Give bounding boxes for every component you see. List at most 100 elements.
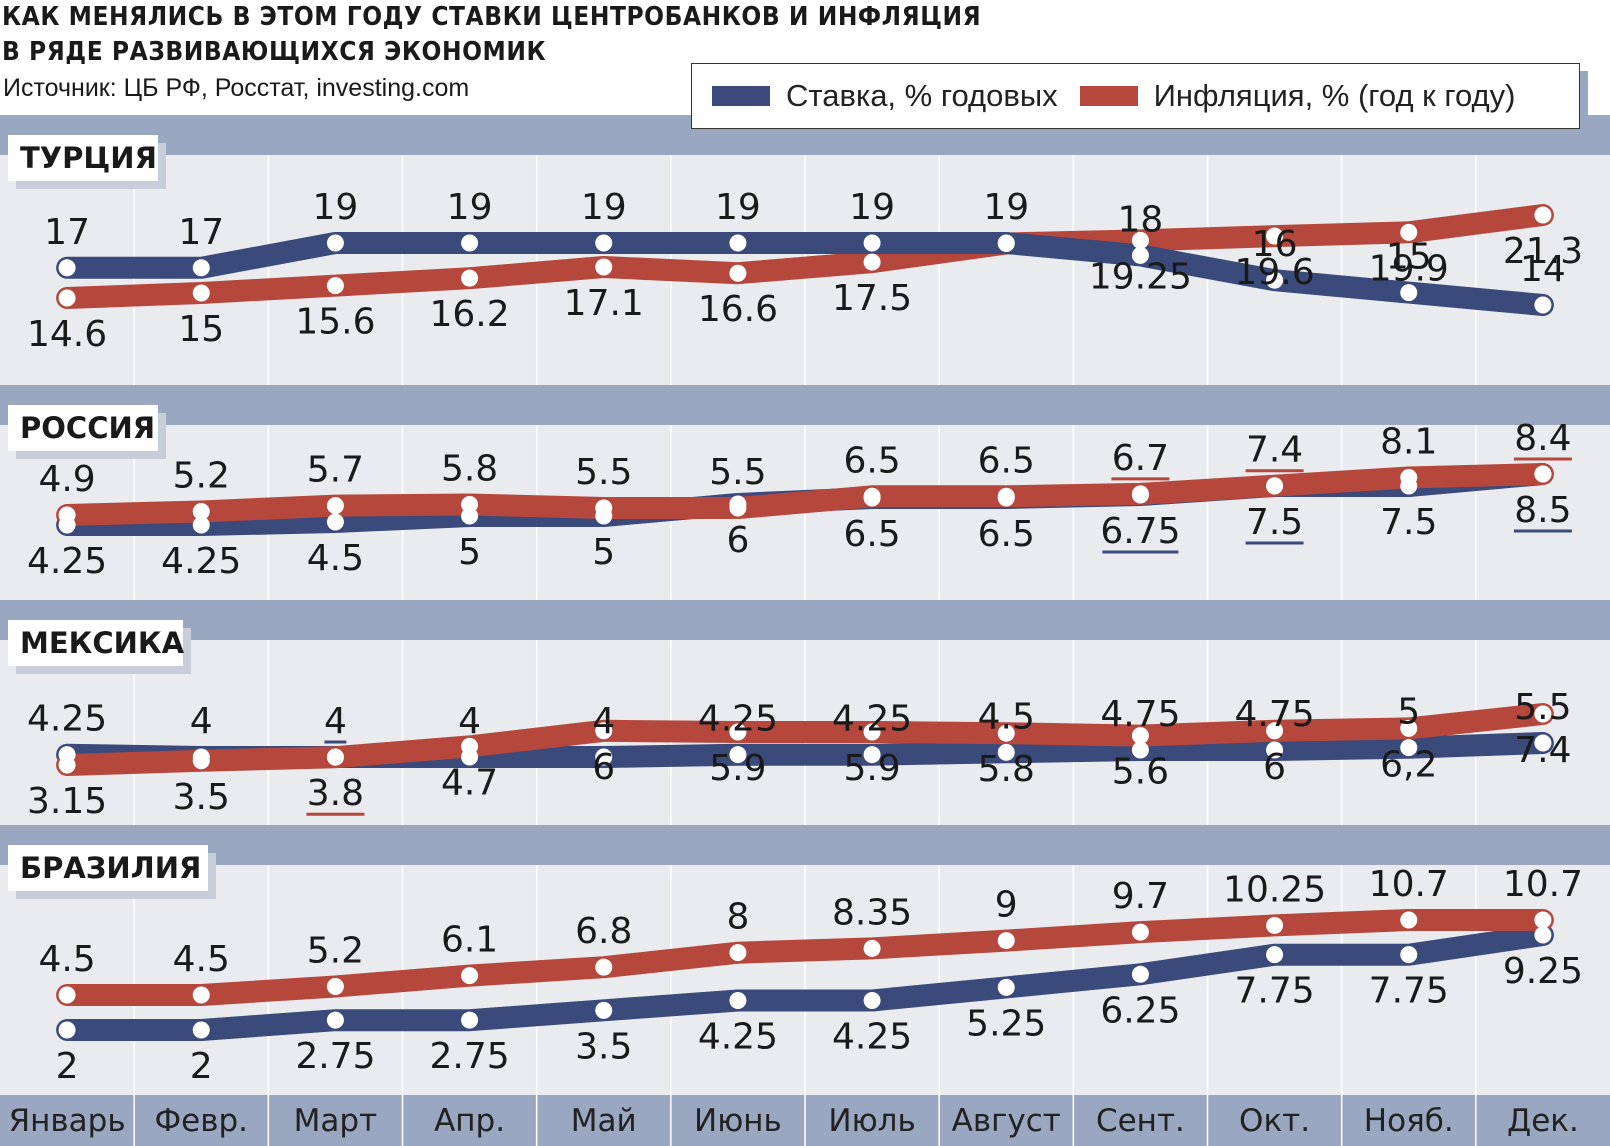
inflation-value-label: 10.7: [1503, 864, 1583, 905]
rate-series-line: [56, 924, 1554, 1041]
country-label-bg: [8, 135, 158, 181]
inflation-value-label: 21.3: [1503, 231, 1583, 272]
rate-value-label: 4.75: [1235, 694, 1315, 735]
inflation-value-label: 17.1: [564, 283, 644, 324]
x-tick-label: Март: [294, 1103, 377, 1139]
rate-point: [997, 978, 1015, 996]
rate-point: [595, 1001, 613, 1019]
rate-value-label: 19: [715, 187, 761, 228]
inflation-point: [729, 723, 747, 741]
inflation-value-label: 5.7: [307, 450, 364, 491]
inflation-point: [1534, 465, 1552, 483]
inflation-point: [595, 499, 613, 517]
x-tick-label: Июль: [828, 1103, 915, 1139]
inflation-value-label: 5.8: [441, 448, 498, 489]
inflation-point: [192, 284, 210, 302]
rate-point: [58, 1021, 76, 1039]
rate-value-label: 7.5: [1380, 502, 1437, 543]
inflation-value-label: 16.2: [430, 294, 510, 335]
rate-value-label: 2.75: [430, 1036, 510, 1077]
inflation-value-label: 5.9: [709, 748, 766, 789]
rate-point: [326, 234, 344, 252]
inflation-value-label: 14.6: [27, 314, 107, 355]
inflation-value-label: 5.5: [709, 452, 766, 493]
rate-value-label: 4: [592, 701, 615, 742]
rate-value-label: 4: [458, 701, 481, 742]
inflation-series-line: [56, 204, 1554, 309]
rate-point: [1400, 284, 1418, 302]
rate-value-label: 6.25: [1100, 990, 1180, 1031]
inflation-point: [729, 264, 747, 282]
inflation-value-label: 6.5: [978, 440, 1035, 481]
inflation-value-label: 16.6: [698, 289, 778, 330]
inflation-value-label: 6.5: [843, 440, 900, 481]
rate-point: [729, 992, 747, 1010]
rate-value-label: 2: [56, 1046, 79, 1087]
inflation-point: [1266, 722, 1284, 740]
rate-point: [1266, 946, 1284, 964]
inflation-point: [192, 752, 210, 770]
x-tick-label: Апр.: [434, 1103, 505, 1139]
x-tick-label: Дек.: [1507, 1103, 1579, 1139]
inflation-point: [1131, 231, 1149, 249]
panel-2: РОССИЯ 4.25 4.25 4.5 5 5 6 6.5 6.5 6.75 7.5 7.5 8.5 4…: [0, 405, 1610, 600]
rate-value-label: 19: [849, 187, 895, 228]
inflation-value-label: 5.2: [173, 455, 230, 496]
rate-point: [58, 259, 76, 277]
inflation-value-label: 19.25: [1089, 256, 1192, 297]
inflation-point: [1266, 227, 1284, 245]
inflation-value-label: 6.8: [575, 911, 632, 952]
country-label-bg: [8, 620, 183, 666]
rate-point: [997, 743, 1015, 761]
rate-value-label: 4.5: [978, 696, 1035, 737]
inflation-value-label: 15.6: [295, 302, 375, 343]
inflation-point: [863, 487, 881, 505]
rate-value-label: 4.25: [698, 699, 778, 740]
inflation-point: [1400, 469, 1418, 487]
inflation-value-label: 19.9: [1369, 248, 1449, 289]
inflation-point: [1400, 719, 1418, 737]
inflation-value-label: 5.9: [843, 748, 900, 789]
inflation-value-label: 3.5: [173, 777, 230, 818]
inflation-point: [58, 756, 76, 774]
inflation-value-label: 5.6: [1112, 752, 1169, 793]
rate-value-label: 6: [726, 520, 749, 561]
rate-value-label: 15: [1386, 237, 1432, 278]
inflation-point: [729, 944, 747, 962]
rate-value-label: 3.5: [575, 1026, 632, 1067]
inflation-value-label: 5.8: [978, 749, 1035, 790]
rate-value-label: 4.75: [1100, 694, 1180, 735]
rate-point: [863, 992, 881, 1010]
inflation-value-label: 7.4: [1246, 430, 1303, 471]
inflation-value-label: 9.7: [1112, 876, 1169, 917]
rate-point: [729, 234, 747, 252]
rate-point: [1534, 926, 1552, 944]
rate-value-label: 6.5: [978, 514, 1035, 555]
rate-point: [1131, 965, 1149, 983]
rate-value-label: 5: [1397, 692, 1420, 733]
inflation-point: [461, 495, 479, 513]
inflation-value-label: 6.7: [1112, 438, 1169, 479]
inflation-value-label: 6: [592, 747, 615, 788]
rate-value-label: 18: [1118, 199, 1164, 240]
inflation-value-label: 5.2: [307, 931, 364, 972]
rate-value-label: 5.5: [1514, 687, 1571, 728]
inflation-point: [326, 277, 344, 295]
inflation-series-line: [56, 909, 1554, 1006]
rate-value-label: 4: [324, 701, 347, 742]
x-tick-label: Нояб.: [1364, 1103, 1454, 1139]
inflation-point: [863, 939, 881, 957]
inflation-point: [1534, 705, 1552, 723]
country-label-box: БРАЗИЛИЯ: [8, 845, 216, 899]
inflation-value-label: 8.1: [1380, 422, 1437, 463]
inflation-point: [1131, 727, 1149, 745]
country-label-bg: [8, 845, 208, 891]
inflation-value-label: 5.5: [575, 452, 632, 493]
rate-point: [863, 234, 881, 252]
inflation-value-label: 10.25: [1223, 869, 1326, 910]
rate-point: [1131, 741, 1149, 759]
inflation-point: [595, 958, 613, 976]
legend-inflation-swatch: [1079, 86, 1138, 106]
inflation-point: [729, 499, 747, 517]
rate-value-label: 4.5: [307, 538, 364, 579]
